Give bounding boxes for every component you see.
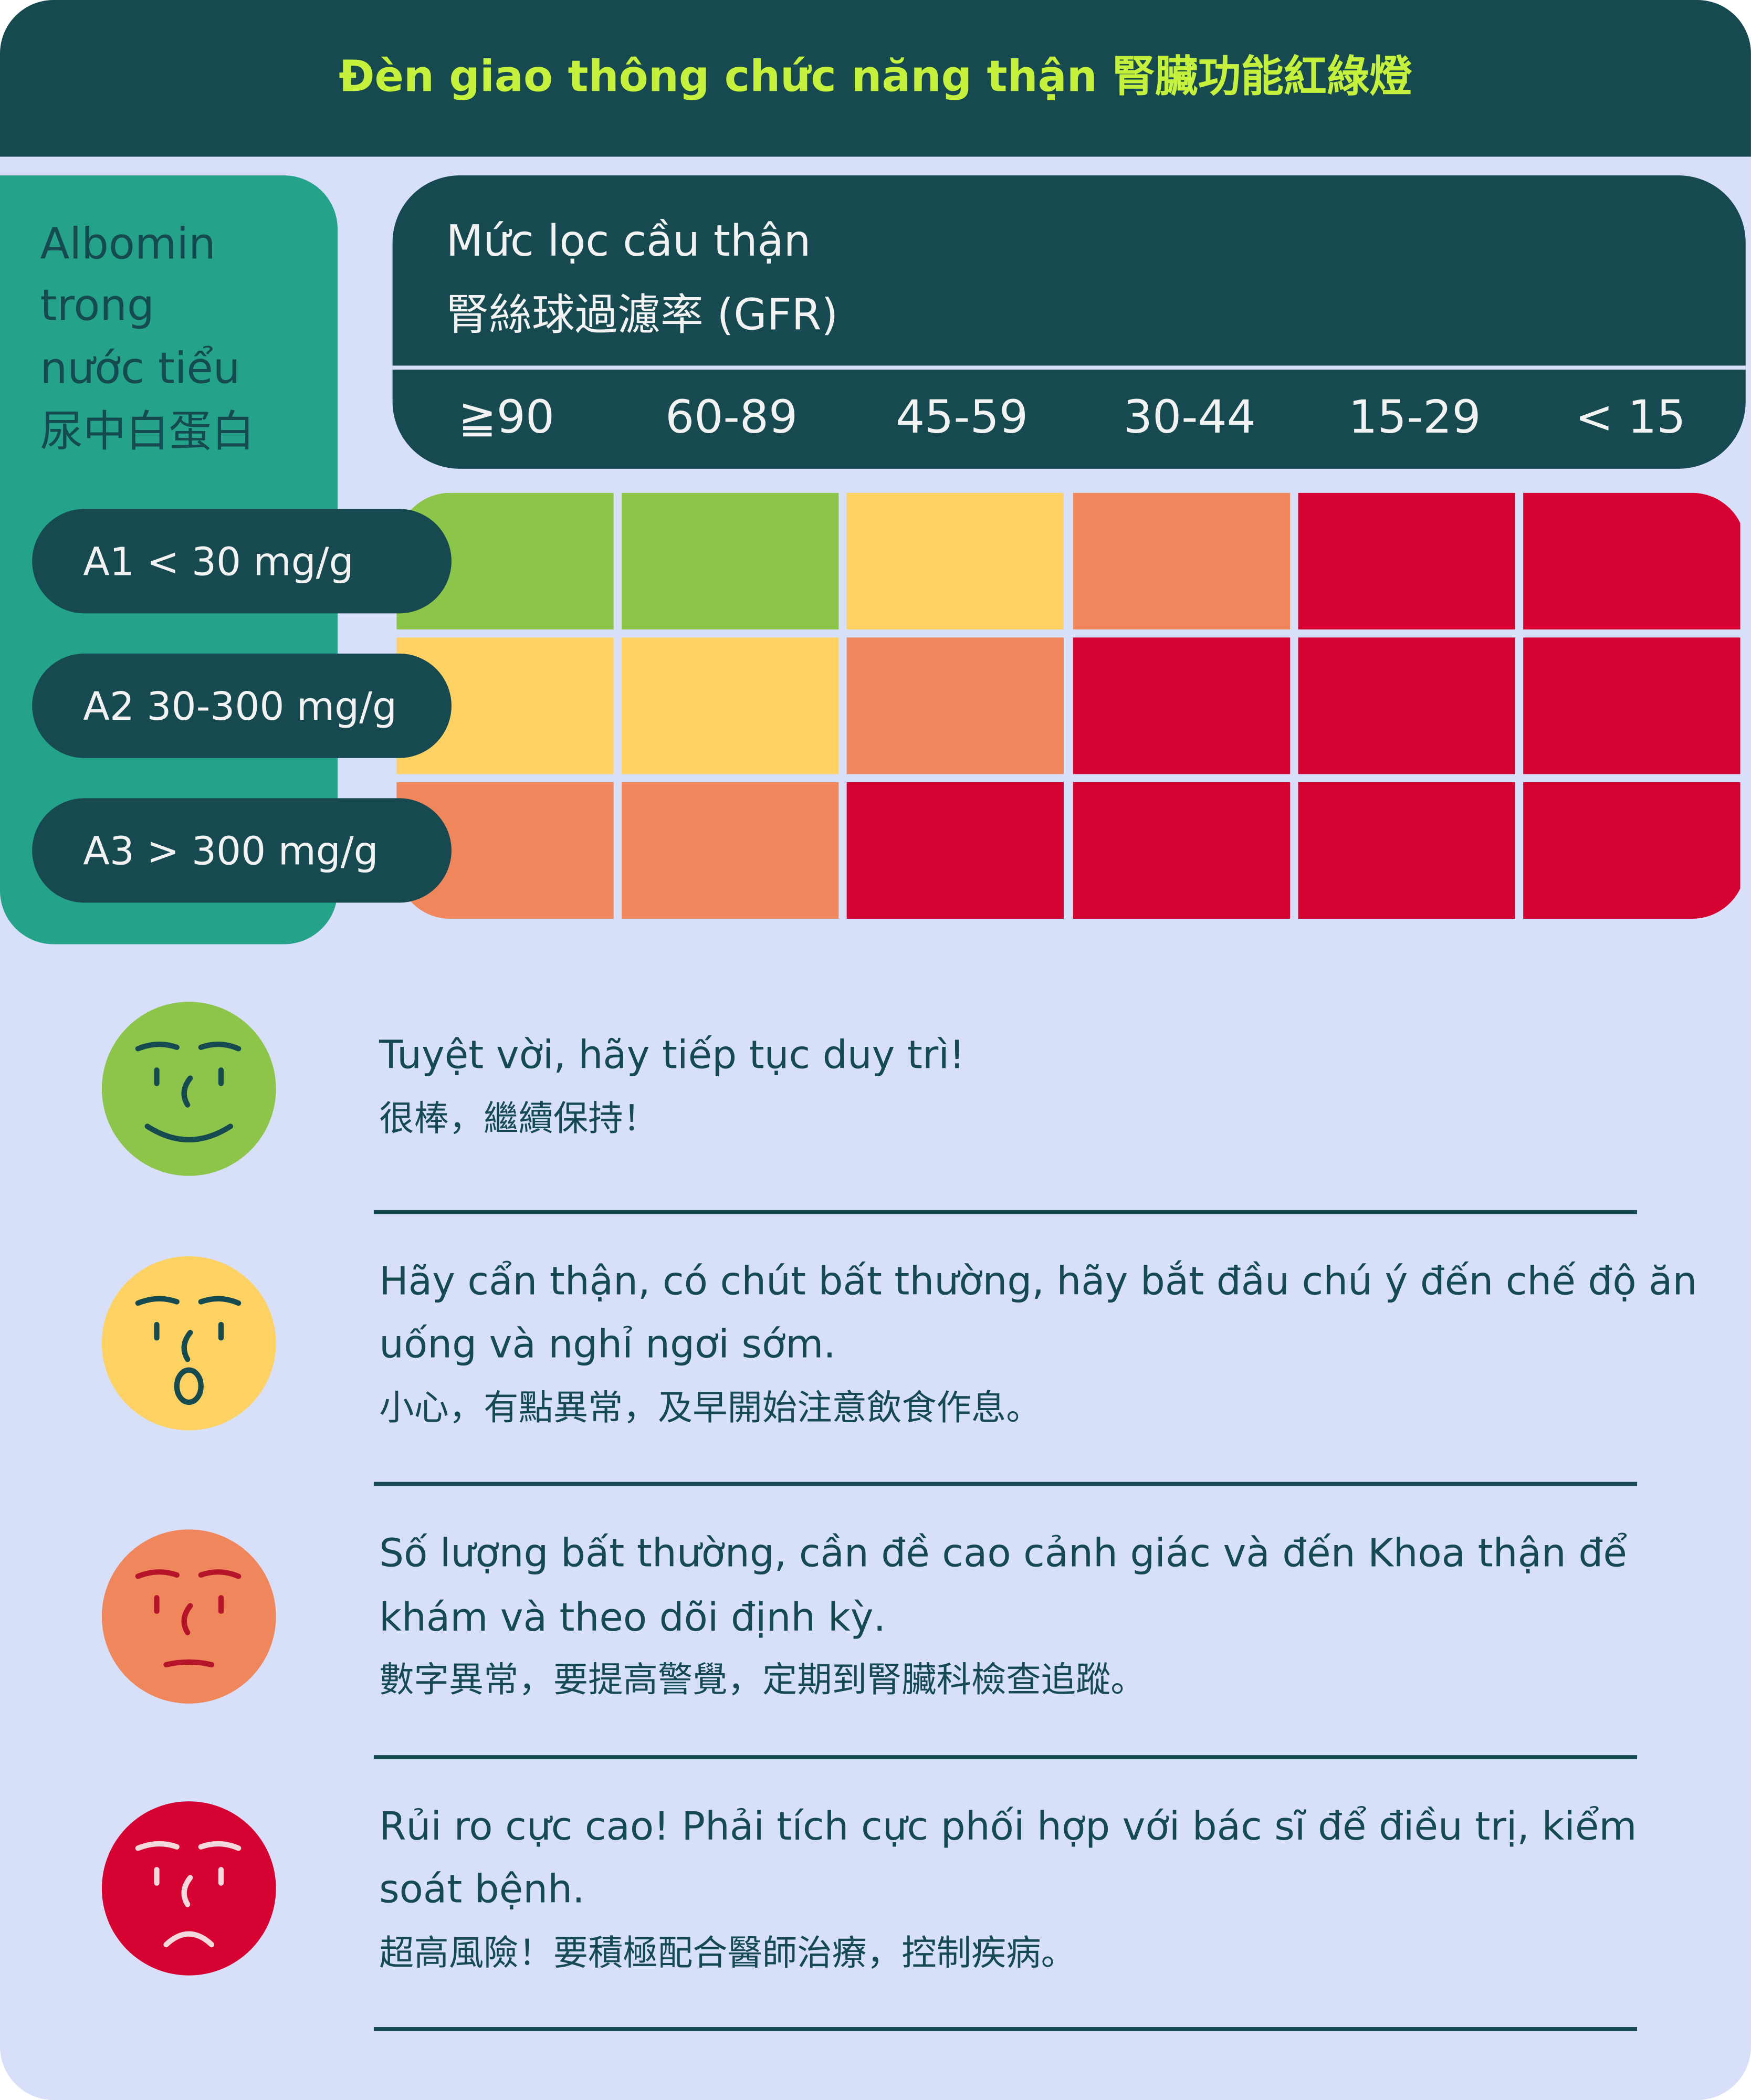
face-nose — [181, 1603, 193, 1635]
face-nose — [181, 1875, 193, 1907]
grid-cell — [622, 782, 839, 919]
face-nose — [181, 1330, 193, 1362]
grid-cell — [847, 782, 1064, 919]
gfr-divider — [392, 365, 1746, 370]
grid-cell — [1523, 782, 1740, 919]
gfr-header-line: Mức lọc cầu thận — [446, 215, 811, 267]
albumin-row-pill — [32, 509, 452, 614]
albumin-header-line: trong — [40, 280, 154, 331]
header-band — [0, 0, 1751, 157]
grid-cell — [1072, 492, 1290, 629]
legend-text-vi: uống và nghỉ ngơi sớm. — [379, 1321, 836, 1367]
legend-text-vi: Hãy cẩn thận, có chút bất thường, hãy bắ… — [379, 1258, 1697, 1304]
face-eye — [154, 1595, 224, 1614]
legend-text-vi: Số lượng bất thường, cần đề cao cảnh giá… — [379, 1530, 1627, 1576]
face-eye — [154, 1321, 224, 1341]
face-brow — [135, 1841, 242, 1851]
face-eye — [154, 1867, 224, 1886]
grid-cell — [1523, 637, 1740, 774]
legend-text-zh: 很棒，繼續保持！ — [379, 1099, 658, 1140]
albumin-row-label: A2 30-300 mg/g — [83, 684, 397, 730]
face-nose — [181, 1075, 193, 1108]
legend-text-zh: 數字異常，要提高警覺，定期到腎臟科檢查追蹤。 — [379, 1661, 1146, 1701]
legend-text-vi: Tuyệt vời, hãy tiếp tục duy trì! — [379, 1032, 965, 1078]
legend-text-zh: 超高風險！要積極配合醫師治療，控制疾病。 — [379, 1934, 1076, 1975]
grid-cell — [1297, 492, 1515, 629]
grid — [396, 492, 1746, 919]
face-brow — [135, 1041, 242, 1052]
gfr-category: < 15 — [1575, 391, 1686, 445]
grid-cell — [622, 492, 839, 629]
albumin-header-line: 尿中白蛋白 — [40, 405, 255, 457]
albumin-header-line: nước tiểu — [40, 343, 240, 394]
face-brow — [135, 1569, 242, 1579]
face — [101, 1801, 276, 1976]
gfr-category: 15-29 — [1348, 391, 1481, 445]
face-mouth — [163, 1931, 215, 1948]
gfr-category: 60-89 — [665, 391, 798, 445]
grid-cell — [1297, 782, 1515, 919]
gfr-header-line: 腎絲球過濾率 (GFR) — [446, 289, 838, 340]
grid-cell — [1297, 637, 1515, 774]
face-brow — [135, 1296, 242, 1306]
face-mouth — [163, 1659, 215, 1667]
face — [101, 1529, 276, 1704]
grid-cell — [622, 637, 839, 774]
grid-cell — [1072, 637, 1290, 774]
albumin-header-line: Albomin — [40, 218, 216, 269]
title: Đèn giao thông chức năng thận 腎臟功能紅綠燈 — [339, 50, 1412, 102]
gfr-panel — [392, 175, 1746, 469]
legend-text-vi: soát bệnh. — [379, 1866, 585, 1912]
legend-text-vi: khám và theo dõi định kỳ. — [379, 1594, 886, 1640]
albumin-row-label: A1 < 30 mg/g — [83, 539, 354, 585]
grid-cell — [847, 637, 1064, 774]
face — [101, 1002, 276, 1176]
grid-cell — [1072, 782, 1290, 919]
albumin-row-pill — [32, 798, 452, 903]
grid-cell — [1523, 492, 1740, 629]
gfr-category: 30-44 — [1123, 391, 1256, 445]
face-eye — [154, 1067, 224, 1086]
face-mouth — [174, 1367, 204, 1405]
albumin-row-label: A3 > 300 mg/g — [83, 828, 379, 874]
gfr-category: ≧90 — [458, 391, 555, 445]
albumin-row-pill — [32, 653, 452, 758]
face-mouth — [144, 1124, 233, 1142]
grid-cell — [847, 492, 1064, 629]
gfr-category: 45-59 — [895, 391, 1029, 445]
legend-text-vi: Rủi ro cực cao! Phải tích cực phối hợp v… — [379, 1803, 1637, 1849]
legend-text-zh: 小心，有點異常，及早開始注意飲食作息。 — [379, 1389, 1041, 1429]
